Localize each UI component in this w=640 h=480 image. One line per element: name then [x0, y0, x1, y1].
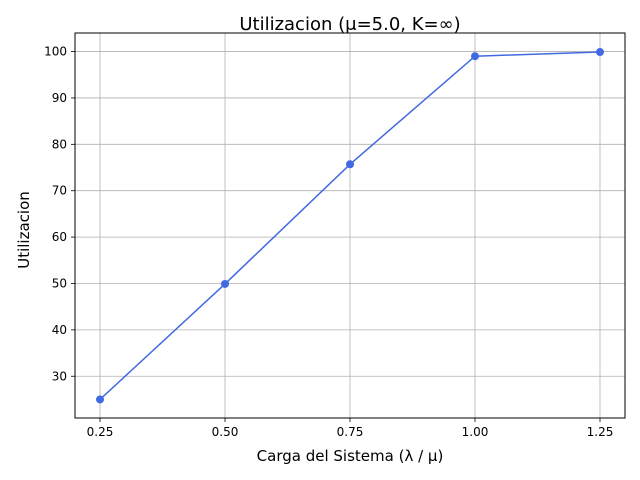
y-tick-label: 70	[52, 184, 67, 198]
data-point	[471, 52, 479, 61]
x-tick-label: 1.00	[462, 425, 489, 439]
data-point	[596, 48, 604, 57]
grid-lines	[75, 33, 625, 418]
y-tick-label: 30	[52, 369, 67, 383]
y-axis-title: Utilizacion	[15, 191, 33, 269]
data-point	[221, 279, 229, 288]
x-axis-title: Carga del Sistema (λ / μ)	[257, 447, 444, 465]
x-tick-label: 0.75	[337, 425, 364, 439]
y-tick-label: 60	[52, 230, 67, 244]
x-axis: 0.25 0.50 0.75 1.00 1.25	[87, 418, 614, 439]
y-tick-label: 40	[52, 323, 67, 337]
y-tick-label: 50	[52, 276, 67, 290]
chart-title: Utilizacion (μ=5.0, K=∞)	[239, 14, 460, 35]
y-tick-label: 80	[52, 137, 67, 151]
y-tick-label: 90	[52, 91, 67, 105]
x-tick-label: 0.50	[212, 425, 239, 439]
data-point	[346, 160, 354, 169]
x-tick-label: 0.25	[87, 425, 114, 439]
series-layer	[96, 48, 604, 404]
x-tick-label: 1.25	[587, 425, 614, 439]
y-tick-label: 100	[44, 45, 67, 59]
data-point	[96, 395, 104, 404]
y-axis: 30 40 50 60 70 80 90 100	[44, 45, 75, 383]
